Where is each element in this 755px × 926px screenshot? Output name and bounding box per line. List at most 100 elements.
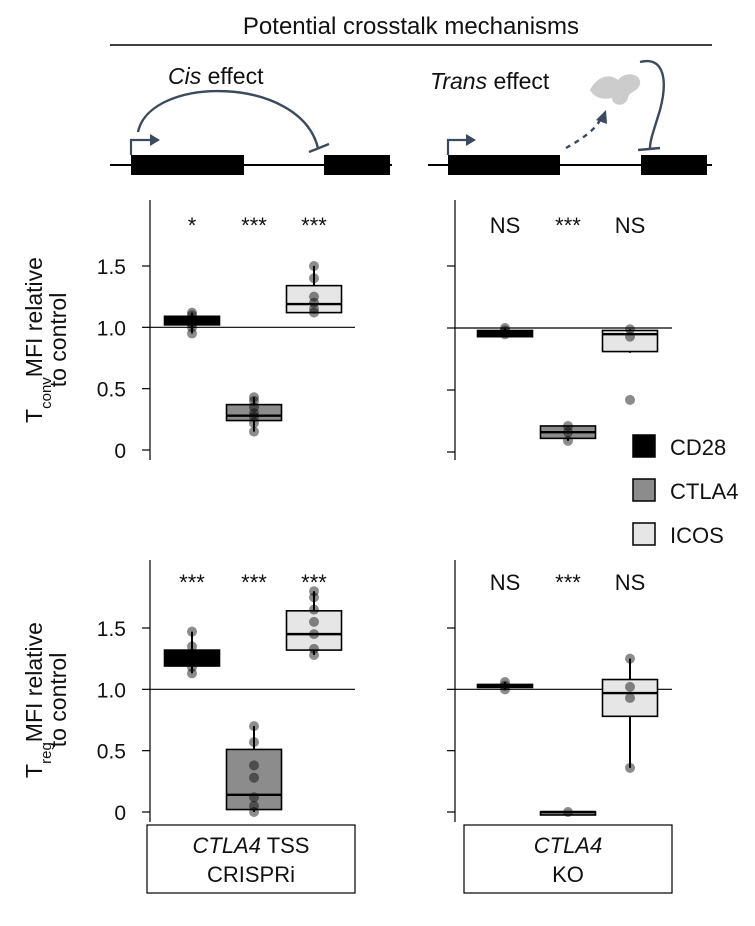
- trans-promoter-arrow: [446, 138, 466, 155]
- cis-gene-block-2: [324, 155, 390, 175]
- treg-ko-point-cd28: [500, 684, 510, 695]
- treg-crispri-significance-icos: ***: [301, 570, 327, 595]
- tconv-crispri-y-tick-label: 0.5: [97, 379, 126, 402]
- treg-crispri-y-tick-label: 1.0: [97, 679, 126, 702]
- legend-swatch-cd28: [632, 434, 656, 458]
- treg-crispri-iqr-ctla4: [225, 748, 283, 811]
- treg-ko-significance-ctla4: ***: [555, 570, 581, 595]
- treg-ko-point-ctla4: [563, 807, 573, 817]
- condition-crispri-site: TSS: [261, 833, 310, 858]
- treg-ko-box-icos: [601, 653, 659, 773]
- treg-ko-box-ctla4: [539, 807, 597, 817]
- treg-ko-point-icos: [625, 692, 635, 703]
- tconv-crispri-point-icos: [309, 297, 319, 308]
- treg-crispri-point-icos: [309, 629, 319, 640]
- trans-promoter-arrowhead: [466, 134, 476, 146]
- ylabel-tconv-main: T: [21, 409, 47, 423]
- treg-crispri-significance-cd28: ***: [179, 570, 205, 595]
- tconv-crispri-point-cd28: [187, 310, 197, 321]
- ylabel-tconv-line2: to control: [45, 293, 71, 388]
- trans-dashed-arrowhead: [596, 110, 607, 124]
- tconv-ko-significance-ctla4: ***: [555, 213, 581, 238]
- tconv-crispri-box-cd28: [163, 307, 221, 339]
- tconv-ko-box-ctla4: [539, 420, 597, 446]
- cis-gene-block-1: [131, 155, 244, 175]
- tconv-ko-box-cd28: [476, 323, 534, 340]
- legend-swatch-ctla4: [632, 478, 656, 502]
- svg-text:CTLA4 TSS: CTLA4 TSS: [193, 833, 310, 858]
- tconv-ko-iqr-icos: [601, 329, 659, 353]
- condition-box-ko: [463, 824, 673, 894]
- ylabel-treg-main: T: [21, 764, 47, 778]
- treg-crispri-point-ctla4: [249, 800, 259, 811]
- tconv-ko-point-icos: [625, 331, 635, 342]
- legend-label-ctla4: CTLA4: [670, 479, 738, 504]
- treg-crispri-point-cd28: [187, 626, 197, 637]
- treg-ko-point-cd28: [500, 676, 510, 687]
- tconv-crispri-point-cd28: [187, 318, 197, 329]
- treg-crispri-point-ctla4: [249, 792, 259, 803]
- legend-label-cd28: CD28: [670, 435, 726, 460]
- panel-treg-ko: NS *** NS: [447, 560, 672, 822]
- tconv-crispri-point-icos: [309, 303, 319, 314]
- treg-crispri-point-ctla4: [249, 721, 259, 732]
- panel-treg-crispri: 0 0.5 1.0 1.5 *** *** ***: [97, 560, 355, 825]
- treg-crispri-point-icos: [309, 616, 319, 627]
- tconv-ko-point-icos: [625, 394, 635, 405]
- trans-repression-arc: [639, 59, 665, 149]
- tconv-crispri-point-ctla4: [249, 392, 259, 403]
- treg-ko-point-cd28: [500, 680, 510, 691]
- trans-effect-label: Trans effect: [430, 68, 550, 94]
- treg-crispri-point-icos: [309, 649, 319, 660]
- tconv-ko-point-cd28: [500, 329, 510, 340]
- legend-swatch-icos: [632, 522, 656, 546]
- treg-crispri-point-ctla4: [249, 772, 259, 783]
- svg-text:TconvMFI relative: TconvMFI relative: [21, 257, 55, 423]
- cis-promoter-arrow: [129, 138, 150, 155]
- legend-label-icos: ICOS: [670, 523, 724, 548]
- treg-ko-significance-icos: NS: [615, 570, 646, 595]
- treg-crispri-point-icos: [309, 592, 319, 603]
- treg-ko-significance-cd28: NS: [490, 570, 521, 595]
- trans-dashed-arrow: [565, 117, 603, 150]
- cis-repression-bar: [308, 142, 330, 154]
- treg-ko-iqr-icos: [601, 678, 659, 718]
- panel-tconv-ko: NS *** NS: [447, 200, 672, 460]
- tconv-crispri-point-ctla4: [249, 418, 259, 429]
- ylabel-tconv: TconvMFI relative to control: [21, 257, 71, 423]
- tconv-ko-point-cd28: [500, 325, 510, 336]
- tconv-ko-point-ctla4: [563, 427, 573, 438]
- tconv-crispri-significance-ctla4: ***: [241, 213, 267, 238]
- treg-crispri-point-cd28: [187, 668, 197, 679]
- treg-crispri-point-icos: [309, 643, 319, 654]
- cis-promoter-arrowhead: [150, 134, 160, 146]
- treg-ko-point-icos: [625, 681, 635, 692]
- treg-ko-point-icos: [625, 762, 635, 773]
- treg-crispri-y-tick-label: 1.5: [97, 618, 126, 641]
- svg-text:TregMFI relative: TregMFI relative: [21, 622, 55, 778]
- ylabel-tconv-sub: conv: [38, 377, 55, 409]
- tconv-crispri-y-tick-label: 0: [114, 440, 126, 463]
- tconv-crispri-point-ctla4: [249, 426, 259, 437]
- treg-ko-box-cd28: [476, 676, 534, 695]
- tconv-ko-point-ctla4: [563, 420, 573, 431]
- figure-title: Potential crosstalk mechanisms: [243, 13, 579, 40]
- tconv-crispri-iqr-icos: [285, 284, 343, 314]
- treg-crispri-point-cd28: [187, 649, 197, 660]
- ylabel-treg-rest: MFI relative: [21, 622, 47, 742]
- tconv-crispri-point-ctla4: [249, 408, 259, 419]
- ylabel-tconv-rest: MFI relative: [21, 257, 47, 377]
- treg-crispri-box-icos: [285, 586, 343, 660]
- treg-crispri-point-ctla4: [249, 760, 259, 771]
- condition-box-crispri: [146, 824, 356, 894]
- treg-crispri-point-ctla4: [249, 807, 259, 817]
- treg-crispri-box-ctla4: [225, 721, 283, 817]
- condition-crispri-gene: CTLA4: [193, 833, 261, 858]
- trans-repression-bar: [637, 146, 661, 152]
- condition-crispri-method: CRISPRi: [207, 862, 295, 887]
- treg-crispri-point-icos: [309, 604, 319, 615]
- tconv-crispri-point-cd28: [187, 328, 197, 339]
- tconv-ko-point-cd28: [500, 323, 510, 333]
